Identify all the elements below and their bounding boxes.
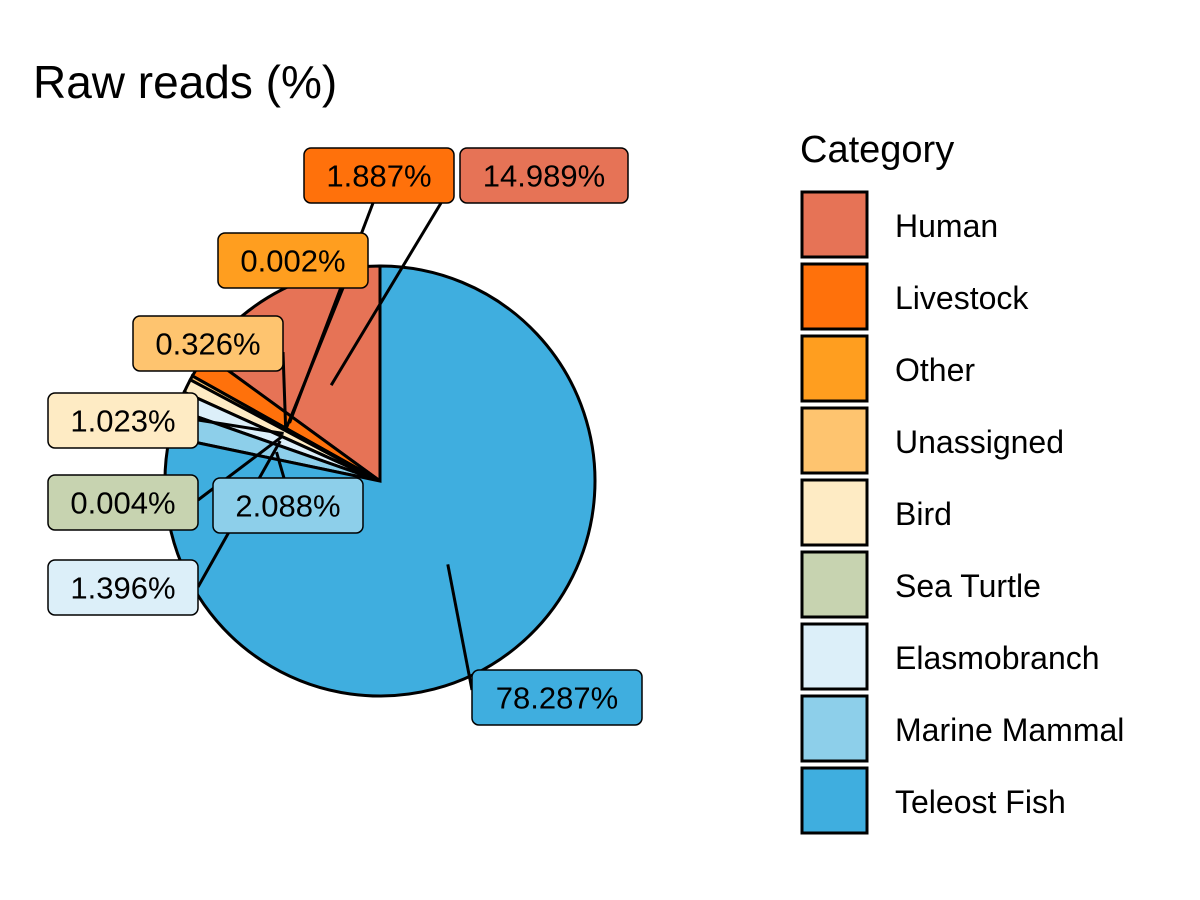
leader-line-sea-turtle — [197, 435, 284, 502]
legend-label: Human — [895, 208, 998, 244]
legend-label: Unassigned — [895, 424, 1064, 460]
slice-label-human: 14.989% — [459, 147, 629, 204]
legend-item-teleost-fish: Teleost Fish — [800, 766, 1066, 835]
slice-label-box — [47, 559, 199, 616]
legend-item-elasmobranch: Elasmobranch — [800, 622, 1100, 691]
slice-label-box — [47, 474, 199, 531]
slice-label-text: 0.326% — [155, 327, 260, 362]
legend-label: Teleost Fish — [895, 784, 1066, 820]
legend-swatch — [800, 478, 869, 547]
slice-label-box — [459, 147, 629, 204]
slice-label-text: 1.887% — [326, 159, 431, 194]
legend-swatch — [800, 766, 869, 835]
leader-line-bird — [197, 418, 284, 435]
slice-label-text: 78.287% — [496, 681, 618, 716]
legend-label: Elasmobranch — [895, 640, 1100, 676]
legend-label: Livestock — [895, 280, 1029, 316]
slice-label-livestock: 1.887% — [303, 147, 455, 204]
legend-item-bird: Bird — [800, 478, 952, 547]
slice-label-box — [471, 669, 643, 726]
slice-label-unassigned: 0.326% — [132, 315, 284, 372]
legend-title: Category — [800, 129, 954, 171]
slice-label-box — [303, 147, 455, 204]
legend-item-marine-mammal: Marine Mammal — [800, 694, 1124, 763]
slice-labels: 14.989% 1.887% 0.002% 0.326% 1.023% 0.004% 1.3… — [47, 147, 643, 726]
slice-label-bird: 1.023% — [47, 392, 199, 449]
legend-label: Bird — [895, 496, 952, 532]
legend-label: Sea Turtle — [895, 568, 1041, 604]
slice-label-box — [132, 315, 284, 372]
legend-swatch — [800, 190, 869, 259]
slice-label-box — [217, 232, 369, 289]
legend-item-sea-turtle: Sea Turtle — [800, 550, 1041, 619]
legend: Category Human Livestock Other Unassigned Bi… — [800, 129, 1124, 835]
legend-item-unassigned: Unassigned — [800, 406, 1064, 475]
legend-label: Other — [895, 352, 975, 388]
leader-line-human — [329, 202, 443, 386]
slice-label-other: 0.002% — [217, 232, 369, 289]
legend-label: Marine Mammal — [895, 712, 1124, 748]
slice-label-text: 0.004% — [70, 486, 175, 521]
slice-label-text: 0.002% — [240, 244, 345, 279]
legend-swatch — [800, 334, 869, 403]
slice-label-elasmobranch: 1.396% — [47, 559, 199, 616]
legend-swatch — [800, 262, 869, 331]
leader-line-other — [284, 287, 345, 430]
slice-label-teleost-fish: 78.287% — [471, 669, 643, 726]
slice-label-text: 14.989% — [483, 159, 605, 194]
legend-item-human: Human — [800, 190, 998, 259]
slice-label-text: 2.088% — [235, 489, 340, 524]
chart-title: Raw reads (%) — [33, 56, 337, 108]
slice-label-marine-mammal: 2.088% — [212, 477, 364, 534]
leader-line-teleost-fish — [446, 564, 474, 691]
slice-label-box — [212, 477, 364, 534]
legend-swatch — [800, 550, 869, 619]
label-leader-lines — [196, 202, 474, 691]
legend-swatch — [800, 694, 869, 763]
slice-label-text: 1.023% — [70, 404, 175, 439]
legend-swatch — [800, 622, 869, 691]
slice-label-sea-turtle: 0.004% — [47, 474, 199, 531]
slice-label-box — [47, 392, 199, 449]
legend-swatch — [800, 406, 869, 475]
legend-item-livestock: Livestock — [800, 262, 1029, 331]
slice-label-text: 1.396% — [70, 571, 175, 606]
legend-item-other: Other — [800, 334, 975, 403]
